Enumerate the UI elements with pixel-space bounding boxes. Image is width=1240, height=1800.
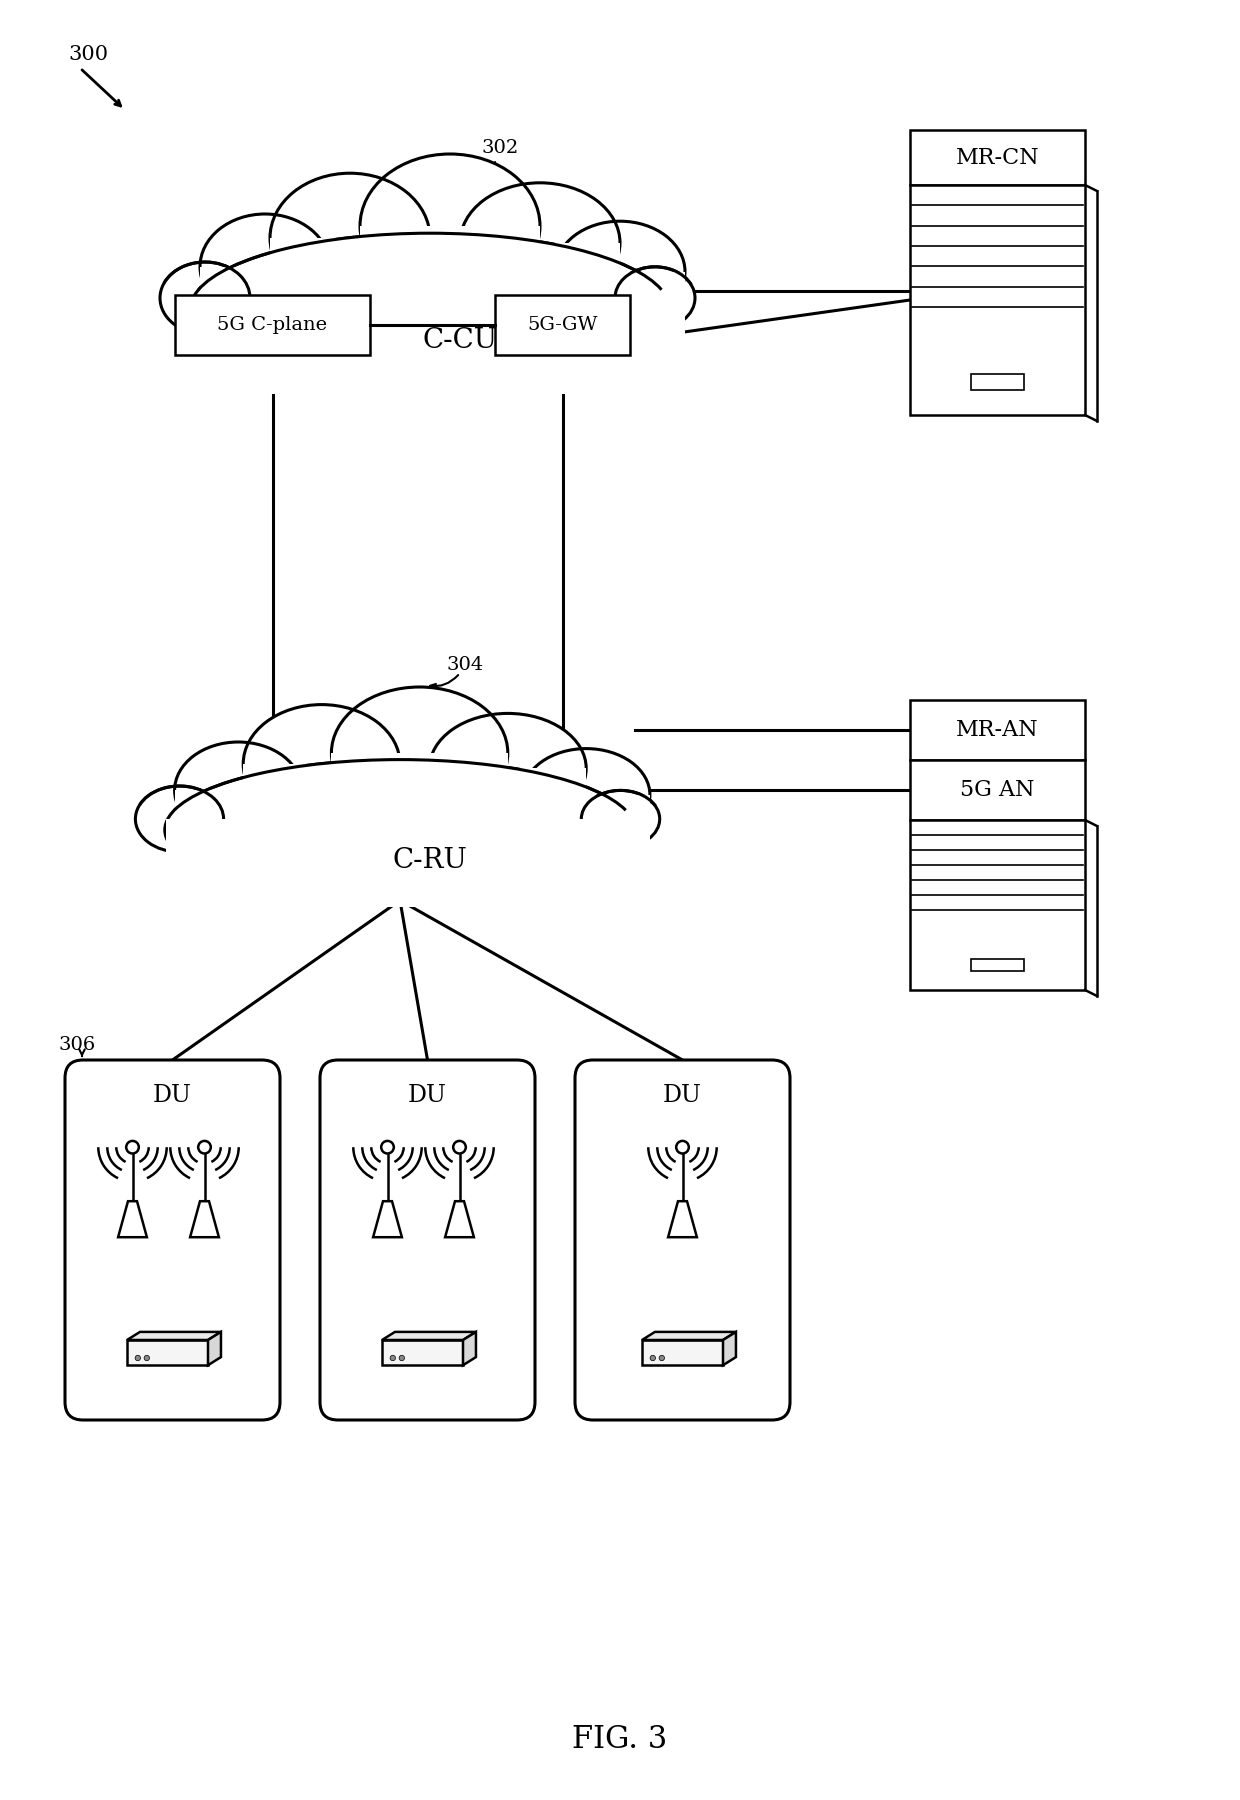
Bar xyxy=(460,243,620,338)
Bar xyxy=(175,295,370,355)
Bar xyxy=(495,295,630,355)
Text: MR-CN: MR-CN xyxy=(956,146,1039,169)
Ellipse shape xyxy=(615,266,694,329)
Bar xyxy=(910,821,1085,990)
Circle shape xyxy=(135,1355,140,1361)
Bar xyxy=(191,299,670,394)
Circle shape xyxy=(391,1355,396,1361)
Ellipse shape xyxy=(429,713,587,823)
Text: 5G C-plane: 5G C-plane xyxy=(217,317,327,335)
Polygon shape xyxy=(190,1201,219,1237)
Text: 306: 306 xyxy=(58,1037,95,1055)
Polygon shape xyxy=(208,1332,221,1364)
Text: C-RU: C-RU xyxy=(393,846,467,873)
Text: DU: DU xyxy=(663,1084,702,1107)
Bar xyxy=(243,763,401,857)
Polygon shape xyxy=(373,1201,402,1237)
FancyBboxPatch shape xyxy=(575,1060,790,1420)
Ellipse shape xyxy=(160,263,250,335)
Circle shape xyxy=(198,1141,211,1154)
Bar xyxy=(360,227,539,335)
Circle shape xyxy=(144,1355,150,1361)
Polygon shape xyxy=(642,1332,737,1339)
Bar xyxy=(556,272,684,358)
Ellipse shape xyxy=(200,214,330,320)
Bar xyxy=(175,790,303,871)
Circle shape xyxy=(126,1141,139,1154)
Polygon shape xyxy=(382,1332,476,1339)
Bar xyxy=(642,1339,723,1364)
Text: MR-AN: MR-AN xyxy=(956,718,1039,742)
Polygon shape xyxy=(463,1332,476,1364)
Circle shape xyxy=(660,1355,665,1361)
Ellipse shape xyxy=(360,155,539,299)
Text: 5G AN: 5G AN xyxy=(960,779,1034,801)
Polygon shape xyxy=(668,1201,697,1237)
Bar xyxy=(270,238,430,338)
Bar xyxy=(200,266,330,356)
Ellipse shape xyxy=(135,787,223,851)
Bar xyxy=(910,760,1085,821)
Circle shape xyxy=(381,1141,394,1154)
Bar xyxy=(910,185,1085,416)
Text: C-CU: C-CU xyxy=(423,326,497,353)
Bar xyxy=(910,700,1085,760)
Circle shape xyxy=(650,1355,656,1361)
Text: 302: 302 xyxy=(481,139,518,157)
Bar xyxy=(382,1339,463,1364)
Bar xyxy=(126,1339,208,1364)
Bar xyxy=(522,796,650,875)
Bar xyxy=(429,769,587,857)
Ellipse shape xyxy=(522,749,650,841)
Bar xyxy=(910,130,1085,185)
Polygon shape xyxy=(126,1332,221,1339)
Polygon shape xyxy=(118,1201,146,1237)
Bar xyxy=(971,374,1024,389)
Text: 300: 300 xyxy=(68,45,108,65)
Text: 5G-GW: 5G-GW xyxy=(527,317,598,335)
FancyBboxPatch shape xyxy=(320,1060,534,1420)
Ellipse shape xyxy=(190,234,670,387)
Bar xyxy=(971,959,1024,972)
FancyBboxPatch shape xyxy=(64,1060,280,1420)
Ellipse shape xyxy=(556,221,684,322)
Polygon shape xyxy=(445,1201,474,1237)
Ellipse shape xyxy=(460,184,620,302)
Text: FIG. 3: FIG. 3 xyxy=(573,1724,667,1755)
Text: DU: DU xyxy=(153,1084,192,1107)
Circle shape xyxy=(399,1355,404,1361)
Ellipse shape xyxy=(270,173,430,302)
Circle shape xyxy=(453,1141,466,1154)
Circle shape xyxy=(676,1141,688,1154)
Ellipse shape xyxy=(582,790,660,848)
Ellipse shape xyxy=(243,704,401,823)
Text: DU: DU xyxy=(408,1084,446,1107)
Ellipse shape xyxy=(175,742,303,839)
Polygon shape xyxy=(723,1332,737,1364)
Bar xyxy=(166,819,634,907)
Ellipse shape xyxy=(331,688,508,819)
Bar xyxy=(331,752,508,851)
Ellipse shape xyxy=(165,760,635,900)
Text: 304: 304 xyxy=(446,655,484,673)
